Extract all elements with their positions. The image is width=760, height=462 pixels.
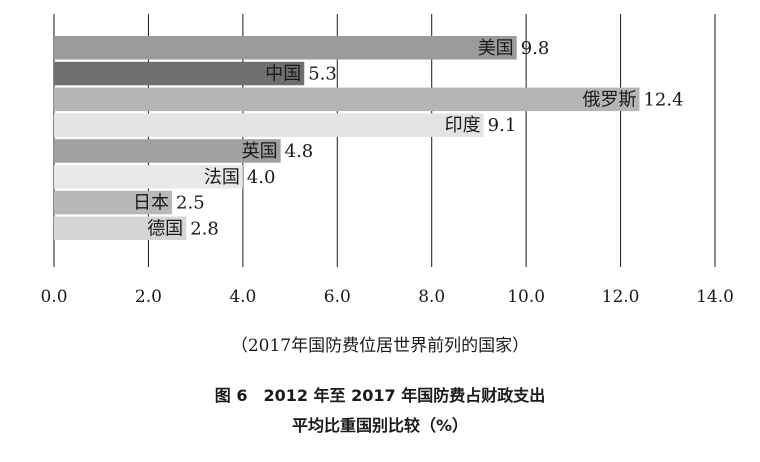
bar-value-label: 2.5	[176, 193, 205, 214]
bar-value-label: 9.1	[488, 115, 517, 136]
bars: 美国 9.8 中国 5.3 俄罗斯 12.4 印度 9.1 英国 4.8 法国 4.0 日本 2.5 德国 2…	[54, 36, 684, 241]
bar-value-label: 9.8	[521, 38, 550, 59]
x-tick-label: 0.0	[40, 287, 67, 307]
bar-value-label: 12.4	[643, 89, 683, 110]
chart-title: 图 6 2012 年至 2017 年国防费占财政支出	[214, 386, 546, 405]
bar	[54, 113, 484, 137]
bar	[54, 139, 281, 163]
bar	[54, 165, 243, 189]
bar-category-label: 德国	[147, 218, 183, 239]
bar-value-label: 4.8	[285, 141, 314, 162]
chart-subtitle: 平均比重国别比较（%）	[291, 416, 469, 435]
x-axis: 0.0 2.0 4.0 6.0 8.0 10.0 12.0 14.0	[40, 287, 733, 307]
bar-category-label: 美国	[478, 38, 514, 59]
bar-value-label: 2.8	[190, 218, 219, 239]
x-tick-label: 8.0	[418, 287, 445, 307]
x-tick-label: 4.0	[229, 287, 256, 307]
bar-value-label: 4.0	[247, 167, 276, 188]
bar-category-label: 印度	[445, 115, 481, 136]
bar-category-label: 中国	[265, 64, 301, 85]
bar	[54, 36, 517, 60]
x-tick-label: 12.0	[602, 287, 640, 307]
bar-category-label: 英国	[242, 141, 278, 162]
x-tick-label: 14.0	[696, 287, 734, 307]
bar-value-label: 5.3	[308, 64, 337, 85]
bar-category-label: 日本	[133, 193, 169, 214]
x-tick-label: 2.0	[135, 287, 162, 307]
bar	[54, 216, 187, 241]
bar-category-label: 俄罗斯	[582, 89, 636, 110]
x-tick-label: 10.0	[507, 287, 545, 307]
x-axis-label: （2017年国防费位居世界前列的国家）	[230, 336, 530, 356]
bar	[54, 190, 173, 215]
bar	[54, 61, 305, 86]
bar	[54, 87, 640, 112]
bar-category-label: 法国	[204, 167, 240, 188]
bar-chart: 美国 9.8 中国 5.3 俄罗斯 12.4 印度 9.1 英国 4.8 法国 4.0 日本 2.5 德国 2…	[40, 14, 734, 307]
x-tick-label: 6.0	[324, 287, 351, 307]
